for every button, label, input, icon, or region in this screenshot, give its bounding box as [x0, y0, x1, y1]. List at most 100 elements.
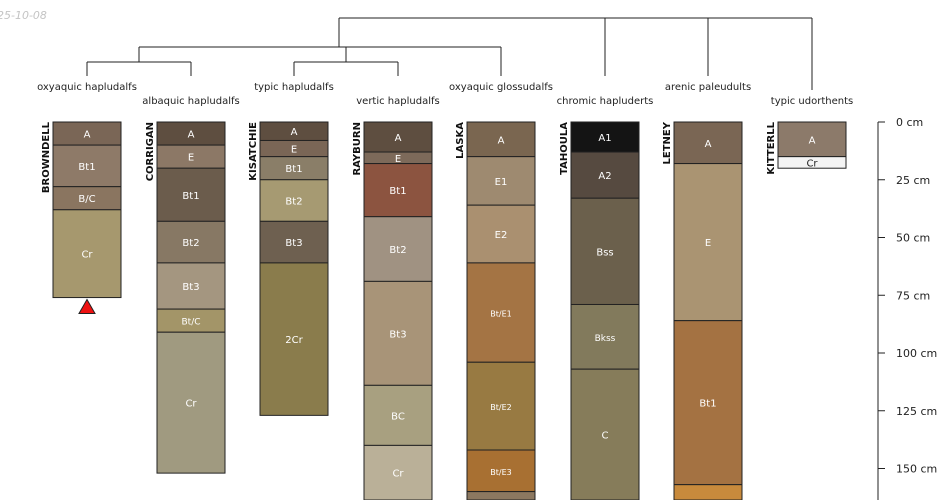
horizon-block [363, 280, 433, 386]
horizon-label: Bt1 [699, 399, 716, 410]
axis-tick-label: 0 cm [896, 116, 923, 129]
horizon-label: A1 [598, 133, 611, 144]
axis-tick-label: 75 cm [896, 289, 930, 302]
horizon-label: Bt1 [78, 162, 95, 173]
horizon-block [466, 449, 536, 493]
profile-name: KISATCHIE [248, 122, 259, 181]
horizon-label: Bt1 [182, 191, 199, 202]
horizon-block [156, 331, 226, 474]
horizon-label: C [602, 431, 609, 442]
horizon-label: A [291, 127, 298, 138]
horizon-label: E2 [495, 230, 508, 241]
horizon-label: A [705, 139, 712, 150]
horizon-label: 2Cr [285, 335, 303, 346]
horizon-block [570, 368, 640, 500]
horizon-label: Cr [392, 469, 404, 480]
bottom-marker-triangle [78, 298, 96, 315]
horizon-label: A [809, 135, 816, 146]
horizon-label: A [395, 133, 402, 144]
horizon-block [570, 121, 640, 153]
horizon-block [673, 320, 743, 486]
horizon-block [466, 491, 536, 500]
horizon-block [673, 163, 743, 322]
profile-name: BROWNDELL [41, 121, 52, 193]
horizon-label: Bt3 [389, 329, 406, 340]
depth-axis: 0 cm 25 cm 50 cm 75 cm 100 cm 125 cm 150 cm [877, 116, 937, 500]
taxonomy-label: typic udorthents [771, 96, 853, 107]
horizon-label: Bt/E2 [490, 403, 511, 412]
horizon-label: A [498, 135, 505, 146]
dendrogram [86, 17, 813, 90]
horizon-block [363, 444, 433, 500]
horizon-label: E [188, 153, 194, 164]
horizon-label: E [395, 154, 401, 165]
axis-tick-label: 150 cm [896, 463, 937, 476]
horizon-block [466, 361, 536, 451]
taxonomy-label: arenic paleudults [665, 82, 751, 93]
profile-name: LASKA [455, 122, 466, 159]
axis-tick-label: 125 cm [896, 405, 937, 418]
horizon-label: E [705, 238, 711, 249]
taxonomy-label: albaquic hapludalfs [142, 96, 239, 107]
profile-rayburn: AE Bt1 Bt2 Bt3 BC Cr RAYBURN [352, 121, 433, 500]
taxonomy-label: typic hapludalfs [254, 82, 334, 93]
horizon-label: Bt/C [181, 318, 200, 328]
taxonomy-label: chromic hapluderts [557, 96, 654, 107]
horizon-label: Bt3 [182, 282, 199, 293]
horizon-label: A [188, 130, 195, 141]
axis-tick-label: 50 cm [896, 232, 930, 245]
horizon-label: Bt3 [285, 238, 302, 249]
horizon-label: E1 [495, 177, 508, 188]
horizon-block [363, 163, 433, 218]
horizon-block [466, 156, 536, 206]
horizon-label: Bkss [595, 334, 616, 344]
horizon-label: B/C [78, 194, 95, 205]
profile-name: LETNEY [662, 121, 673, 164]
horizon-label: Bss [596, 247, 613, 258]
horizon-block [156, 262, 226, 310]
profile-name: CORRIGAN [145, 122, 156, 181]
profile-corrigan: A E Bt1 Bt2 Bt3 Bt/C Cr CORRIGAN [145, 121, 226, 474]
taxonomy-labels: oxyaquic hapludalfs albaquic hapludalfs ty… [37, 82, 853, 107]
horizon-label: E [291, 145, 297, 156]
taxonomy-label: oxyaquic glossudalfs [449, 82, 553, 93]
profile-name: RAYBURN [352, 122, 363, 176]
horizon-label: Bt2 [389, 245, 406, 256]
horizon-label: Bt/E3 [490, 468, 511, 477]
horizon-label: Cr [81, 250, 93, 261]
horizon-block [570, 303, 640, 370]
profile-name: TAHOULA [559, 122, 570, 175]
axis-tick-label: 100 cm [896, 347, 937, 360]
horizon-label: Bt1 [285, 164, 302, 175]
profile-browndell: A Bt1 B/C Cr BROWNDELL [41, 121, 122, 315]
horizon-block [570, 151, 640, 199]
horizon-label: BC [391, 411, 405, 422]
horizon-block [466, 121, 536, 158]
horizon-block [52, 144, 122, 188]
horizon-label: Bt/E1 [490, 310, 511, 319]
horizon-label: Bt2 [182, 238, 199, 249]
horizon-block [52, 209, 122, 299]
horizon-label: Cr [806, 158, 818, 169]
profile-name: KITTERLL [766, 121, 777, 174]
taxonomy-label: vertic hapludalfs [356, 96, 439, 107]
axis-tick-label: 25 cm [896, 174, 930, 187]
date-stamp: 25-10-08 [0, 9, 47, 22]
horizon-label: Bt2 [285, 197, 302, 208]
horizon-label: A2 [598, 171, 611, 182]
horizon-block [363, 216, 433, 282]
horizon-block [777, 121, 847, 158]
profile-kitterll: A Cr KITTERLL [766, 121, 847, 175]
profile-laska: A E1 E2 Bt/E1 Bt/E2 Bt/E3 LASKA [455, 121, 536, 500]
horizon-label: A [84, 130, 91, 141]
profile-letney: A E Bt1 LETNEY [662, 121, 743, 500]
horizon-block [259, 262, 329, 416]
horizon-block [673, 484, 743, 500]
horizon-label: Cr [185, 399, 197, 410]
profile-tahoula: A1 A2 Bss Bkss C TAHOULA [559, 121, 640, 500]
horizon-block [363, 121, 433, 153]
taxonomy-label: oxyaquic hapludalfs [37, 82, 137, 93]
horizon-label: Bt1 [389, 186, 406, 197]
